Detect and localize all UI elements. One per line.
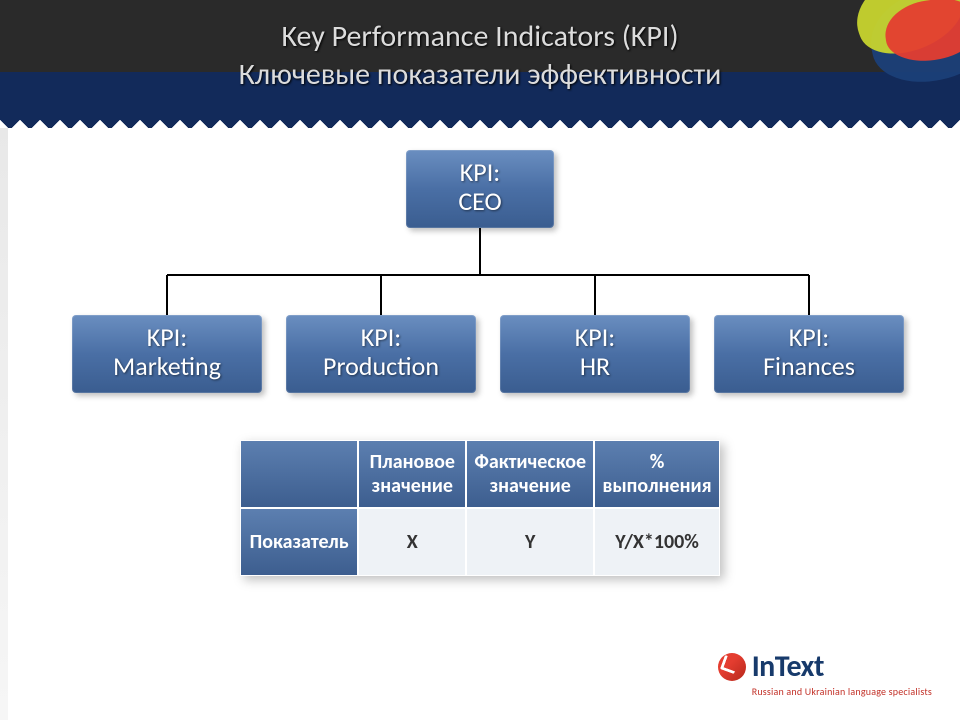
org-node-root: KPI:CEO: [406, 150, 554, 228]
connector-drop-0: [166, 275, 168, 315]
connector-drop-1: [380, 275, 382, 315]
table-cell-r0-c1: X: [358, 508, 466, 576]
table-header-col-1: Плановое значение: [358, 440, 466, 508]
logo-tagline: Russian and Ukrainian language specialis…: [752, 685, 932, 698]
connector-trunk: [479, 228, 481, 275]
table-row-header-0: Показатель: [240, 508, 358, 576]
kpi-table: Плановое значениеФактическое значение% в…: [240, 440, 720, 576]
header-zigzag-separator: [0, 114, 960, 128]
table-cell-r0-c2: Y: [466, 508, 594, 576]
slide-header: Key Performance Indicators (KPI) Ключевы…: [0, 0, 960, 120]
connector-drop-3: [808, 275, 810, 315]
logo-brand-text: InText: [752, 648, 824, 685]
table-header-col-3: % выполнения: [594, 440, 720, 508]
table-header-col-2: Фактическое значение: [466, 440, 594, 508]
table-header-blank: [240, 440, 358, 508]
org-node-child-2: KPI:HR: [500, 315, 690, 393]
slide-title: Key Performance Indicators (KPI) Ключевы…: [0, 18, 960, 93]
org-chart: KPI:CEO KPI:Marketing KPI:Production KPI:HR…: [0, 150, 960, 410]
org-node-child-1: KPI:Production: [286, 315, 476, 393]
org-node-child-3: KPI:Finances: [714, 315, 904, 393]
connector-bus: [167, 274, 809, 276]
title-line-1: Key Performance Indicators (KPI): [281, 18, 678, 55]
brand-logo: InText Russian and Ukrainian language sp…: [718, 648, 932, 698]
corner-swoosh-decoration: [840, 0, 960, 90]
title-line-2: Ключевые показатели эффективности: [239, 56, 722, 93]
logo-mark-icon: [718, 653, 746, 681]
table-cell-r0-c3: Y/X*100%: [594, 508, 720, 576]
connector-drop-2: [594, 275, 596, 315]
org-node-child-0: KPI:Marketing: [72, 315, 262, 393]
